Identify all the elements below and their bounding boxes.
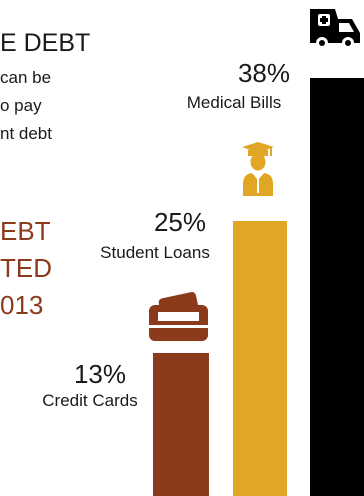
category-label-student-loans: Student Loans: [100, 243, 210, 262]
data-label-student-loans: 25%: [153, 207, 207, 237]
data-label-medical-bills: 38%: [237, 58, 291, 88]
highlight-line-2: TED: [0, 253, 52, 283]
description-line-2: o pay: [0, 96, 42, 115]
highlight-line-3: 013: [0, 290, 44, 320]
credit-card-icon: [149, 292, 208, 341]
description-line-3: nt debt: [0, 124, 52, 143]
bar-student-loans: [233, 221, 287, 496]
bar-credit-cards: [153, 353, 209, 496]
bar-medical-bills: [310, 78, 364, 496]
graduate-icon: [242, 142, 274, 196]
description-line-1: can be: [0, 68, 52, 87]
category-label-credit-cards: Credit Cards: [42, 391, 138, 410]
ambulance-icon: [310, 9, 360, 49]
data-label-credit-cards: 13%: [73, 359, 127, 389]
infographic-heading: E DEBT: [0, 29, 91, 57]
highlight-line-1: EBT: [0, 216, 51, 246]
category-label-medical-bills: Medical Bills: [186, 93, 282, 112]
